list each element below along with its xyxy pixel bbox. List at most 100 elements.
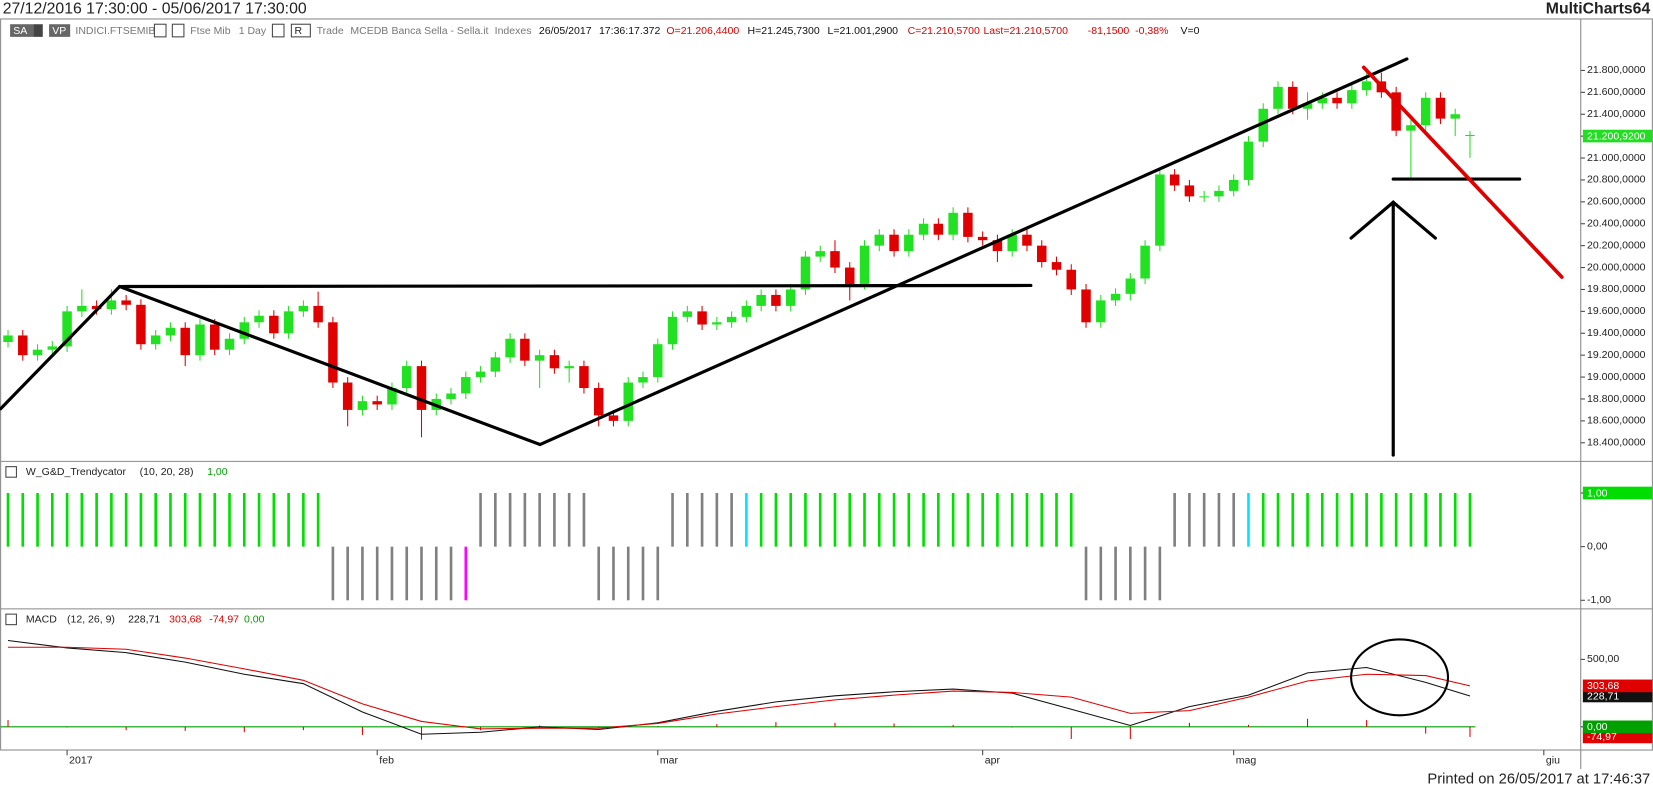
candle-body (1184, 185, 1195, 197)
trend-bar (981, 493, 984, 547)
toolbar-item: R (295, 25, 303, 37)
candle-body (1155, 174, 1165, 246)
indicator-value: -74,97 (209, 614, 239, 626)
trend-bar (863, 493, 866, 547)
toolbar-item: C=21.210,5700 (908, 25, 980, 37)
toolbar-item: MCEDB (350, 25, 388, 37)
candle-body (77, 305, 87, 312)
candle-body (918, 223, 929, 235)
toolbar-item: O=21.206,4400 (666, 25, 739, 37)
candle-body (1302, 103, 1313, 109)
close-indicator[interactable] (5, 613, 17, 626)
toolbar-item: L=21.001,2900 (828, 25, 899, 37)
candle-body (1066, 269, 1077, 290)
toolbar-item: SA (13, 25, 27, 37)
trend-bar (139, 493, 143, 547)
trend-bar (1439, 493, 1442, 547)
trend-bar (538, 493, 541, 547)
indicator-value: 303,68 (169, 614, 201, 626)
x-tick-label: 2017 (69, 754, 93, 766)
candle-body (963, 212, 973, 237)
trend-bar (21, 493, 25, 547)
candle-body (1243, 141, 1254, 180)
trend-bar (390, 546, 394, 601)
candle-body (106, 300, 117, 310)
trend-bar (346, 546, 349, 601)
candle-body (254, 315, 264, 323)
trend-bar (331, 546, 335, 601)
toolbar-item: Banca Sella - Sella.it (391, 25, 488, 37)
candle-body (608, 415, 619, 421)
trend-bar (833, 493, 837, 547)
candle-body (564, 366, 574, 369)
y-tick-label: 20.200,0000 (1587, 239, 1646, 251)
candle-body (1361, 81, 1372, 91)
trend-bar (612, 546, 615, 601)
trend-bar (877, 493, 881, 547)
trend-bar (1335, 493, 1339, 547)
trend-bar (95, 493, 98, 547)
print-footer: Printed on 26/05/2017 at 17:46:37 (1427, 771, 1650, 787)
candle-body (579, 366, 589, 389)
trend-bar (183, 493, 187, 547)
close-indicator[interactable] (5, 466, 17, 478)
sa-dropdown[interactable] (33, 24, 43, 37)
candle-body (342, 382, 353, 410)
y-tick-label: 18.400,0000 (1587, 437, 1646, 449)
candle-body (874, 234, 885, 246)
candle-body (904, 234, 914, 252)
trend-bar (508, 493, 512, 547)
trend-bar (1217, 493, 1221, 547)
trend-bar (1202, 493, 1206, 547)
r-button[interactable] (290, 23, 311, 38)
sa-button[interactable] (10, 24, 34, 37)
trend-bar (449, 546, 453, 601)
candle-body (387, 388, 397, 405)
trend-bar (818, 493, 822, 547)
candle-body (1406, 125, 1416, 131)
vp-button[interactable] (49, 24, 71, 37)
trend-bar (1232, 493, 1236, 547)
trend-bar (110, 493, 113, 547)
y-tick-label: 21.800,0000 (1587, 64, 1646, 76)
value-box-label: 0,00 (1587, 721, 1608, 733)
trend-bar (1365, 493, 1368, 547)
candle-body (1420, 97, 1431, 126)
trend-line (118, 284, 542, 447)
candle-body (992, 240, 1003, 252)
candle-body (800, 256, 811, 290)
dropdown[interactable] (271, 23, 285, 38)
candle-body (1258, 108, 1268, 142)
trend-bar (597, 546, 601, 601)
value-box-label: 1,00 (1587, 487, 1608, 499)
support-line (118, 283, 1033, 289)
candle-body (756, 294, 766, 306)
candle-body (461, 377, 471, 394)
trend-bar (582, 493, 586, 547)
candle-body (638, 377, 648, 383)
y-tick-label: 19.600,0000 (1587, 305, 1646, 317)
candle-body (1199, 196, 1209, 198)
trend-bar (198, 493, 202, 547)
y-tick-label: 21.600,0000 (1587, 86, 1646, 98)
toolbar-item: Indexes (495, 25, 532, 37)
trend-bar (804, 493, 807, 547)
x-tick-label: feb (379, 754, 394, 766)
trend-bar (553, 493, 556, 547)
trend-bar (213, 493, 217, 547)
candle-body (298, 305, 309, 312)
candle-body (948, 212, 958, 235)
dropdown[interactable] (153, 23, 167, 38)
candle-body (47, 346, 58, 350)
value-box-label: 228,71 (1587, 690, 1619, 702)
dropdown[interactable] (171, 23, 185, 38)
y-tick-label: 21.000,0000 (1587, 152, 1646, 164)
trend-bar (1114, 546, 1117, 601)
indicator-params: (10, 20, 28) (140, 466, 194, 478)
candle-body (446, 393, 456, 399)
y-tick-label: 500,00 (1587, 653, 1619, 665)
candle-body (18, 335, 28, 356)
indicator-title: MACD (26, 614, 57, 626)
trend-bar (1129, 546, 1132, 601)
trend-bar (464, 546, 468, 601)
